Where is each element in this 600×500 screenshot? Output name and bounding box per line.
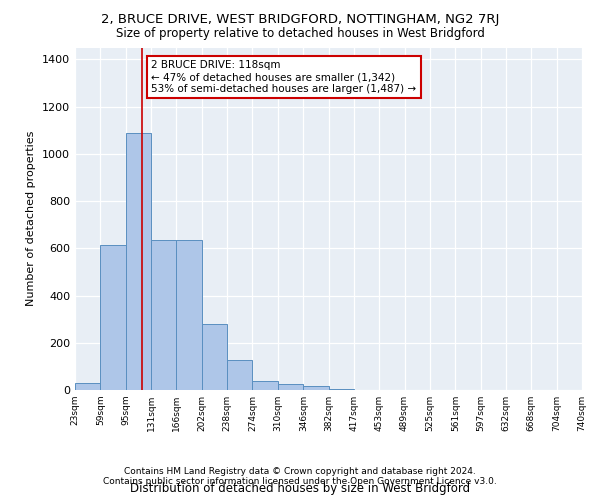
Bar: [202, 324, 227, 390]
Bar: [100, 244, 126, 390]
Bar: [151, 240, 176, 390]
Text: Size of property relative to detached houses in West Bridgford: Size of property relative to detached ho…: [116, 28, 484, 40]
Y-axis label: Number of detached properties: Number of detached properties: [26, 131, 37, 306]
Text: Distribution of detached houses by size in West Bridgford: Distribution of detached houses by size …: [130, 482, 470, 495]
Bar: [304, 386, 329, 390]
Bar: [227, 360, 253, 390]
Bar: [329, 389, 353, 390]
Text: 2, BRUCE DRIVE, WEST BRIDGFORD, NOTTINGHAM, NG2 7RJ: 2, BRUCE DRIVE, WEST BRIDGFORD, NOTTINGH…: [101, 12, 499, 26]
Text: Contains HM Land Registry data © Crown copyright and database right 2024.: Contains HM Land Registry data © Crown c…: [124, 467, 476, 476]
Bar: [253, 380, 278, 390]
Bar: [176, 240, 202, 390]
Bar: [75, 383, 100, 390]
Text: Contains public sector information licensed under the Open Government Licence v3: Contains public sector information licen…: [103, 477, 497, 486]
Bar: [278, 384, 304, 390]
Bar: [126, 132, 151, 390]
Text: 2 BRUCE DRIVE: 118sqm
← 47% of detached houses are smaller (1,342)
53% of semi-d: 2 BRUCE DRIVE: 118sqm ← 47% of detached …: [151, 60, 416, 94]
